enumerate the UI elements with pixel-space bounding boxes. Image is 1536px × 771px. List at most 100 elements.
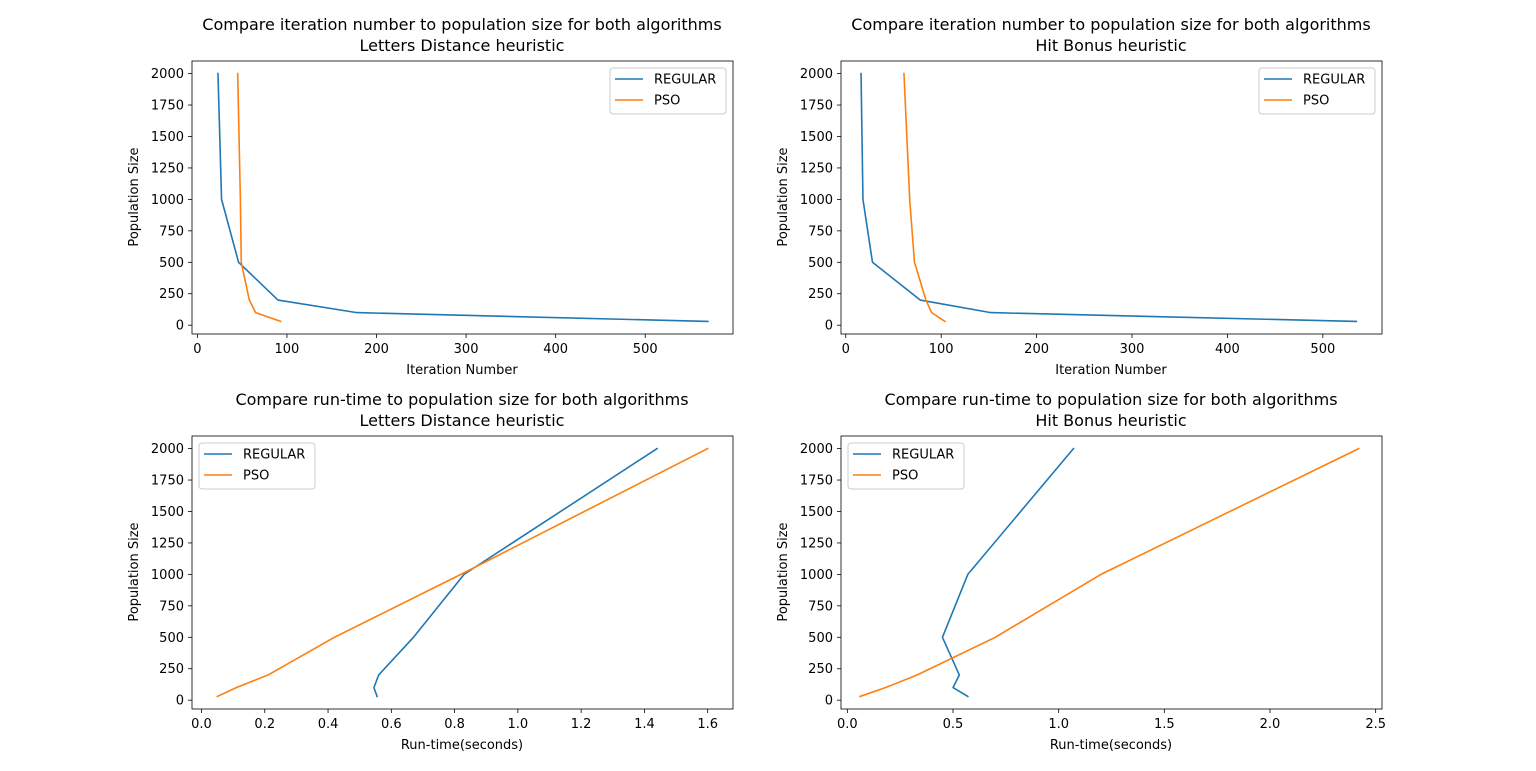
x-axis-label: Run-time(seconds) bbox=[1050, 738, 1172, 753]
x-tick-label: 1.6 bbox=[697, 717, 718, 732]
legend-label-regular: REGULAR bbox=[243, 448, 305, 463]
y-tick-label: 250 bbox=[159, 287, 184, 302]
legend: REGULAR PSO bbox=[609, 67, 727, 115]
y-tick-label: 1250 bbox=[800, 161, 833, 176]
chart-title: Compare run-time to population size for … bbox=[235, 390, 688, 409]
chart-title: Compare iteration number to population s… bbox=[851, 15, 1370, 34]
y-tick-label: 1000 bbox=[151, 193, 184, 208]
y-tick-label: 1250 bbox=[151, 161, 184, 176]
legend-label-pso: PSO bbox=[243, 469, 269, 484]
x-axis-label: Run-time(seconds) bbox=[401, 738, 523, 753]
y-axis-label: Population Size bbox=[127, 522, 142, 621]
y-tick-label: 1000 bbox=[800, 193, 833, 208]
y-tick-label: 750 bbox=[159, 599, 184, 614]
y-tick-label: 750 bbox=[808, 599, 833, 614]
y-tick-label: 1750 bbox=[800, 474, 833, 489]
y-tick-label: 1500 bbox=[800, 130, 833, 145]
legend-label-pso: PSO bbox=[892, 469, 918, 484]
series-line-regular bbox=[941, 447, 1075, 698]
series-line-regular bbox=[373, 447, 659, 698]
x-tick-label: 0.0 bbox=[191, 717, 212, 732]
x-tick-label: 0.4 bbox=[318, 717, 339, 732]
y-tick-label: 750 bbox=[159, 224, 184, 239]
y-tick-label: 2000 bbox=[800, 442, 833, 457]
chart-subtitle: Letters Distance heuristic bbox=[360, 411, 565, 430]
y-tick-label: 2000 bbox=[151, 67, 184, 82]
y-tick-label: 0 bbox=[825, 694, 833, 709]
x-tick-label: 400 bbox=[1215, 342, 1240, 357]
x-axis-label: Iteration Number bbox=[1055, 363, 1167, 378]
legend-label-regular: REGULAR bbox=[892, 448, 954, 463]
x-tick-label: 0 bbox=[193, 342, 201, 357]
y-tick-label: 500 bbox=[159, 631, 184, 646]
x-tick-label: 0.2 bbox=[254, 717, 275, 732]
y-tick-label: 1750 bbox=[151, 99, 184, 114]
y-tick-label: 1250 bbox=[800, 536, 833, 551]
x-tick-label: 1.2 bbox=[571, 717, 592, 732]
x-tick-label: 200 bbox=[364, 342, 389, 357]
y-tick-label: 1250 bbox=[151, 536, 184, 551]
chart-title: Compare iteration number to population s… bbox=[202, 15, 721, 34]
y-tick-label: 1500 bbox=[151, 130, 184, 145]
x-tick-label: 1.0 bbox=[1048, 717, 1069, 732]
x-tick-label: 400 bbox=[543, 342, 568, 357]
chart-panel-letters-runtime: Compare run-time to population size for … bbox=[127, 390, 734, 753]
y-axis-label: Population Size bbox=[127, 147, 142, 246]
axes-frame bbox=[191, 60, 734, 335]
axes-frame bbox=[191, 435, 734, 710]
series-line-pso bbox=[903, 72, 947, 323]
x-tick-label: 0.0 bbox=[837, 717, 858, 732]
axes-frame bbox=[840, 60, 1383, 335]
x-tick-label: 100 bbox=[929, 342, 954, 357]
series-line-pso bbox=[859, 447, 1360, 698]
x-tick-label: 100 bbox=[275, 342, 300, 357]
x-tick-label: 1.0 bbox=[508, 717, 529, 732]
y-tick-label: 1500 bbox=[151, 505, 184, 520]
legend-label-pso: PSO bbox=[654, 94, 680, 109]
x-tick-label: 500 bbox=[633, 342, 658, 357]
y-tick-label: 250 bbox=[808, 287, 833, 302]
y-tick-label: 1750 bbox=[151, 474, 184, 489]
y-tick-label: 0 bbox=[825, 319, 833, 334]
x-tick-label: 200 bbox=[1024, 342, 1049, 357]
chart-panel-hitbonus-runtime: Compare run-time to population size for … bbox=[776, 390, 1386, 753]
chart-panel-hitbonus-iterations: Compare iteration number to population s… bbox=[776, 15, 1383, 378]
x-tick-label: 0.6 bbox=[381, 717, 402, 732]
legend: REGULAR PSO bbox=[198, 442, 316, 490]
axes-frame bbox=[840, 435, 1383, 710]
series-line-pso bbox=[236, 72, 282, 323]
x-tick-label: 300 bbox=[1120, 342, 1145, 357]
chart-subtitle: Hit Bonus heuristic bbox=[1035, 411, 1186, 430]
x-tick-label: 300 bbox=[454, 342, 479, 357]
y-tick-label: 1750 bbox=[800, 99, 833, 114]
chart-title: Compare run-time to population size for … bbox=[884, 390, 1337, 409]
legend: REGULAR PSO bbox=[1258, 67, 1376, 115]
legend-label-regular: REGULAR bbox=[1303, 73, 1365, 88]
y-tick-label: 250 bbox=[159, 662, 184, 677]
x-tick-label: 500 bbox=[1310, 342, 1335, 357]
y-tick-label: 0 bbox=[176, 319, 184, 334]
x-tick-label: 1.5 bbox=[1154, 717, 1175, 732]
y-tick-label: 500 bbox=[808, 256, 833, 271]
y-tick-label: 2000 bbox=[151, 442, 184, 457]
x-tick-label: 2.5 bbox=[1365, 717, 1386, 732]
series-line-regular bbox=[217, 72, 709, 323]
y-tick-label: 1000 bbox=[800, 568, 833, 583]
x-tick-label: 0 bbox=[842, 342, 850, 357]
y-axis-label: Population Size bbox=[776, 522, 791, 621]
y-tick-label: 750 bbox=[808, 224, 833, 239]
y-tick-label: 1500 bbox=[800, 505, 833, 520]
x-tick-label: 1.4 bbox=[634, 717, 655, 732]
x-axis-label: Iteration Number bbox=[406, 363, 518, 378]
chart-subtitle: Letters Distance heuristic bbox=[360, 36, 565, 55]
legend-label-regular: REGULAR bbox=[654, 73, 716, 88]
x-tick-label: 0.5 bbox=[943, 717, 964, 732]
y-tick-label: 2000 bbox=[800, 67, 833, 82]
series-line-pso bbox=[216, 447, 709, 698]
series-line-regular bbox=[860, 72, 1358, 323]
x-tick-label: 2.0 bbox=[1260, 717, 1281, 732]
y-tick-label: 1000 bbox=[151, 568, 184, 583]
y-axis-label: Population Size bbox=[776, 147, 791, 246]
